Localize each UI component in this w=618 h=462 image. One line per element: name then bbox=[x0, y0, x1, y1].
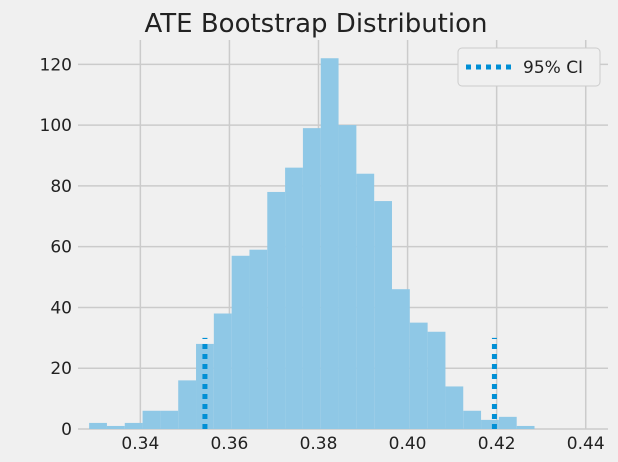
histogram-bar bbox=[249, 249, 268, 429]
x-axis-ticks: 0.34 0.36 0.38 0.40 0.42 0.44 bbox=[121, 434, 604, 454]
histogram-bar bbox=[89, 422, 107, 429]
histogram-bar bbox=[481, 419, 499, 429]
legend-ci-label: 95% CI bbox=[523, 58, 583, 78]
histogram-bar bbox=[338, 125, 357, 429]
x-tick-label: 0.38 bbox=[300, 434, 338, 454]
histogram-bar bbox=[231, 255, 250, 429]
histogram-bar bbox=[374, 201, 392, 429]
histogram-bar bbox=[160, 410, 179, 429]
legend-box bbox=[457, 47, 601, 87]
histogram-bar bbox=[106, 425, 125, 429]
histogram-bar bbox=[178, 380, 197, 429]
histogram-bar bbox=[391, 289, 410, 429]
histogram-bar bbox=[463, 410, 482, 429]
histogram-bar bbox=[302, 128, 321, 429]
histogram-bars bbox=[89, 58, 535, 429]
histogram-bar bbox=[356, 173, 375, 429]
histogram-bar bbox=[445, 386, 464, 429]
histogram-bar bbox=[285, 167, 303, 429]
histogram-bar bbox=[409, 322, 428, 429]
histogram-bar bbox=[213, 313, 232, 429]
x-tick-label: 0.44 bbox=[567, 434, 605, 454]
y-tick-label: 20 bbox=[50, 359, 72, 379]
y-axis-ticks: 0 20 40 60 80 100 120 bbox=[40, 55, 72, 440]
histogram-bar bbox=[498, 416, 517, 429]
y-tick-label: 40 bbox=[50, 298, 72, 318]
histogram-bar bbox=[320, 58, 339, 429]
x-tick-label: 0.34 bbox=[121, 434, 159, 454]
histogram-bar bbox=[427, 331, 446, 429]
x-tick-label: 0.42 bbox=[478, 434, 516, 454]
histogram-bar bbox=[124, 422, 143, 429]
x-tick-label: 0.36 bbox=[210, 434, 248, 454]
histogram-bar bbox=[142, 410, 161, 429]
y-tick-label: 80 bbox=[50, 177, 72, 197]
legend: 95% CI bbox=[457, 47, 601, 87]
y-tick-label: 100 bbox=[40, 116, 72, 136]
y-tick-label: 60 bbox=[50, 238, 72, 258]
chart-title: ATE Bootstrap Distribution bbox=[144, 9, 487, 39]
y-tick-label: 120 bbox=[40, 55, 72, 75]
y-tick-label: 0 bbox=[61, 420, 72, 440]
histogram-bar bbox=[516, 425, 535, 429]
histogram-bar bbox=[267, 191, 286, 429]
x-tick-label: 0.40 bbox=[389, 434, 427, 454]
